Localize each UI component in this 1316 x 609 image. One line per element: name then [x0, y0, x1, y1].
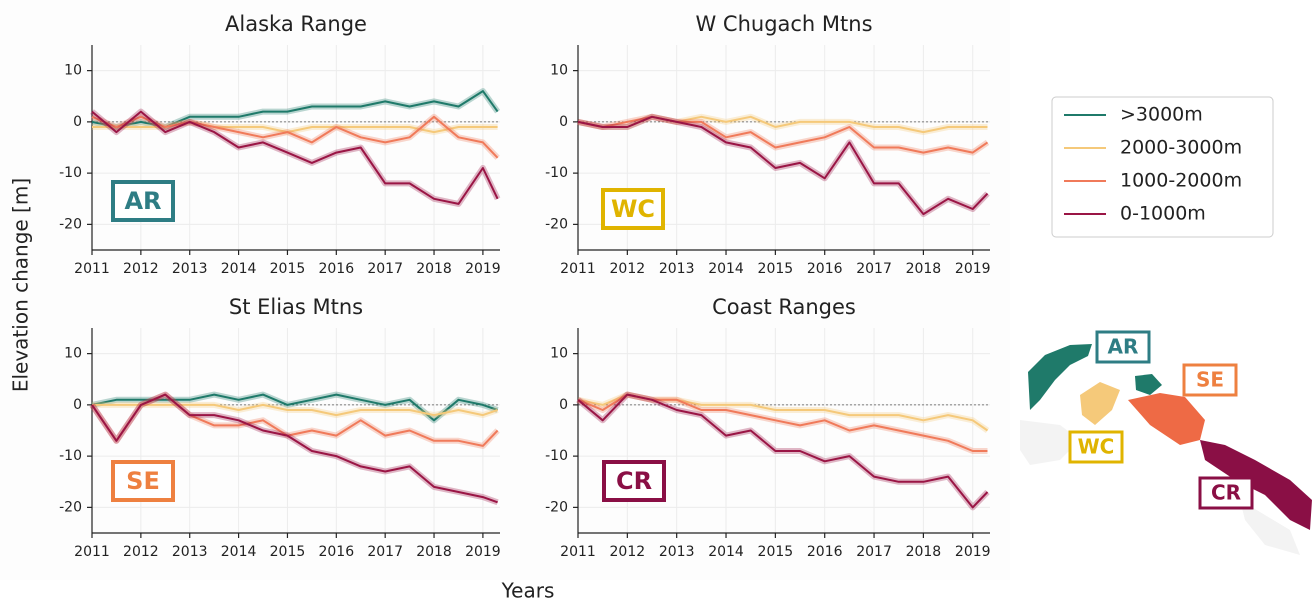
map-label: WC	[1078, 435, 1115, 459]
x-tick-label: 2016	[807, 261, 843, 277]
legend-label: >3000m	[1120, 104, 1203, 126]
y-tick-label: 0	[73, 397, 82, 413]
y-tick-label: 10	[64, 346, 82, 362]
y-tick-label: -10	[545, 448, 568, 464]
map-label-box	[1182, 363, 1238, 397]
legend-label: 1000-2000m	[1120, 170, 1242, 192]
series-line	[92, 403, 498, 417]
x-tick-label: 2018	[906, 261, 942, 277]
y-tick-label: -20	[59, 499, 82, 515]
x-tick-label: 2015	[758, 544, 794, 560]
x-tick-label: 2019	[955, 544, 991, 560]
chart-title: W Chugach Mtns	[695, 12, 872, 36]
region-badge-box	[602, 460, 666, 502]
x-tick-label: 2013	[659, 544, 695, 560]
x-tick-label: 2017	[856, 544, 892, 560]
map	[1020, 344, 1312, 555]
x-tick-label: 2013	[172, 544, 208, 560]
x-tick-label: 2019	[465, 261, 501, 277]
region-badge-box	[601, 188, 665, 230]
x-tick-label: 2014	[221, 261, 257, 277]
y-tick-label: 10	[64, 63, 82, 79]
map-label-box	[1068, 430, 1124, 464]
x-tick-label: 2015	[270, 261, 306, 277]
y-tick-label: -10	[59, 448, 82, 464]
x-tick-label: 2017	[856, 261, 892, 277]
x-tick-label: 2017	[367, 544, 403, 560]
y-tick-label: 0	[559, 114, 568, 130]
region-badge-box	[111, 180, 175, 222]
series-line	[92, 120, 498, 134]
x-tick-label: 2016	[318, 544, 354, 560]
x-tick-label: 2012	[123, 544, 159, 560]
series-line	[91, 393, 498, 422]
x-tick-label: 2017	[367, 261, 403, 277]
x-tick-label: 2012	[610, 261, 646, 277]
x-tick-label: 2015	[758, 261, 794, 277]
region-badge: CR	[616, 467, 652, 495]
legend-label: 2000-3000m	[1120, 137, 1242, 159]
x-tick-label: 2013	[659, 261, 695, 277]
x-tick-label: 2011	[560, 261, 596, 277]
x-tick-label: 2011	[74, 544, 110, 560]
y-tick-label: -20	[545, 499, 568, 515]
chart-title: Coast Ranges	[712, 295, 856, 319]
y-axis-label: Elevation change [m]	[9, 178, 33, 392]
x-axis-label: Years	[501, 579, 555, 603]
x-tick-label: 2018	[416, 544, 452, 560]
y-tick-label: 0	[73, 114, 82, 130]
series-line	[91, 115, 499, 159]
map-label-box	[1095, 330, 1151, 364]
x-tick-label: 2014	[221, 544, 257, 560]
x-tick-label: 2012	[610, 544, 646, 560]
map-label-box	[1198, 476, 1254, 510]
chart-title: St Elias Mtns	[229, 295, 363, 319]
y-tick-label: -20	[545, 216, 568, 232]
x-tick-label: 2019	[465, 544, 501, 560]
map-label: CR	[1211, 481, 1241, 505]
region-badge-box	[111, 460, 175, 502]
map-label: AR	[1108, 335, 1139, 359]
y-tick-label: -10	[545, 165, 568, 181]
series-line	[91, 393, 498, 504]
legend-box	[1051, 96, 1274, 238]
chart-title: Alaska Range	[225, 12, 367, 36]
y-tick-label: -10	[59, 165, 82, 181]
region-badge: WC	[611, 195, 655, 223]
legend-label: 0-1000m	[1120, 203, 1206, 225]
series-line	[91, 110, 499, 205]
y-tick-label: 10	[550, 63, 568, 79]
x-tick-label: 2016	[318, 261, 354, 277]
x-tick-label: 2013	[172, 261, 208, 277]
x-tick-label: 2016	[807, 544, 843, 560]
y-tick-label: 0	[559, 397, 568, 413]
region-badge: SE	[126, 467, 160, 495]
region-badge: AR	[124, 187, 161, 215]
x-tick-label: 2014	[708, 261, 744, 277]
series-line	[577, 115, 989, 216]
x-tick-label: 2012	[123, 261, 159, 277]
series-line	[577, 393, 989, 509]
map-label: SE	[1196, 368, 1224, 392]
y-tick-label: 10	[550, 346, 568, 362]
y-tick-label: -20	[59, 216, 82, 232]
x-tick-label: 2015	[270, 544, 306, 560]
x-tick-label: 2019	[955, 261, 991, 277]
x-tick-label: 2018	[906, 544, 942, 560]
x-tick-label: 2011	[560, 544, 596, 560]
x-tick-label: 2011	[74, 261, 110, 277]
x-tick-label: 2014	[708, 544, 744, 560]
x-tick-label: 2018	[416, 261, 452, 277]
